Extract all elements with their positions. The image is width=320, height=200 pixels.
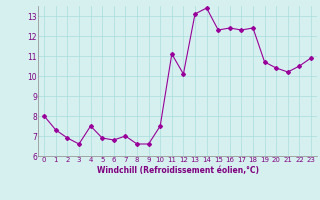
X-axis label: Windchill (Refroidissement éolien,°C): Windchill (Refroidissement éolien,°C) <box>97 166 259 175</box>
